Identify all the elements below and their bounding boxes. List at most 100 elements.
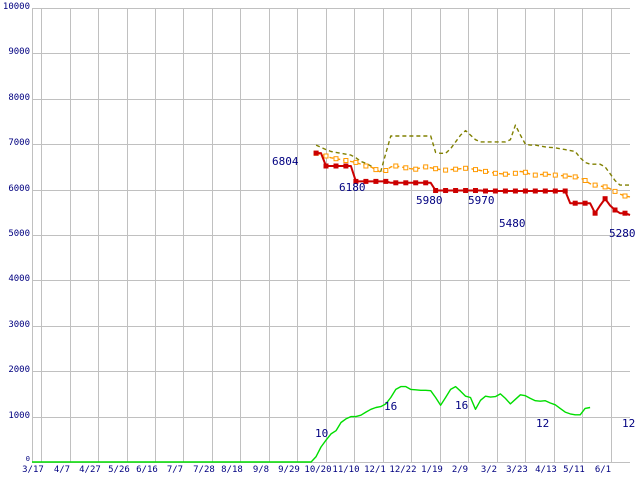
x-axis-tick-label: 9/8 bbox=[252, 465, 270, 475]
x-axis-tick-label: 3/17 bbox=[22, 465, 44, 475]
marker-mid bbox=[443, 167, 449, 173]
y-axis-tick-label: 1000 bbox=[8, 410, 30, 421]
marker-mid bbox=[343, 158, 349, 163]
x-axis-tick-label: 9/29 bbox=[278, 465, 300, 475]
y-axis-tick-label: 5000 bbox=[8, 229, 30, 239]
x-axis-tick-label: 7/7 bbox=[166, 465, 184, 475]
data-point-label: 6180 bbox=[339, 181, 366, 194]
data-point-label: 16 bbox=[384, 400, 398, 413]
grid-lines bbox=[32, 8, 630, 463]
marker-low bbox=[413, 180, 419, 186]
series-volume bbox=[32, 385, 591, 463]
marker-low bbox=[453, 188, 459, 193]
y-axis-tick-label: 9000 bbox=[8, 47, 30, 58]
marker-low bbox=[383, 178, 389, 184]
marker-mid bbox=[473, 167, 478, 173]
marker-low bbox=[602, 196, 608, 202]
data-point-label: 12 bbox=[622, 417, 636, 430]
y-axis-tick-label: 8000 bbox=[8, 92, 30, 103]
marker-low bbox=[612, 207, 618, 213]
marker-mid bbox=[542, 171, 548, 177]
y-axis-tick-label: 0 bbox=[25, 455, 30, 463]
data-point-label: 12 bbox=[536, 417, 550, 430]
marker-mid bbox=[622, 193, 628, 199]
marker-low bbox=[463, 188, 469, 193]
marker-low bbox=[522, 188, 528, 194]
x-axis-tick-label: 6/1 bbox=[594, 465, 612, 475]
marker-mid bbox=[453, 166, 459, 172]
x-axis-tick-label: 1/19 bbox=[421, 465, 443, 475]
marker-mid bbox=[463, 165, 469, 171]
marker-low bbox=[592, 210, 598, 216]
x-axis-tick-label: 7/28 bbox=[193, 465, 215, 475]
marker-low bbox=[393, 180, 399, 186]
marker-low bbox=[473, 188, 478, 193]
marker-low bbox=[562, 188, 568, 194]
marker-low bbox=[323, 163, 329, 169]
marker-mid bbox=[562, 173, 568, 179]
x-axis-tick-label: 6/16 bbox=[136, 465, 158, 475]
marker-mid bbox=[483, 168, 488, 174]
x-axis-tick-label: 11/10 bbox=[332, 465, 360, 475]
marker-mid bbox=[582, 178, 588, 183]
marker-low bbox=[373, 178, 379, 184]
y-axis-tick-label: 6000 bbox=[8, 183, 30, 194]
marker-low bbox=[313, 150, 319, 156]
y-axis-tick-label: 3000 bbox=[8, 319, 30, 330]
x-axis-tick-label: 3/2 bbox=[480, 465, 498, 475]
data-point-label: 5970 bbox=[468, 194, 495, 207]
marker-low bbox=[622, 210, 628, 216]
data-point-label: 16 bbox=[455, 399, 469, 412]
marker-mid bbox=[532, 172, 538, 178]
marker-low bbox=[492, 188, 498, 194]
marker-mid bbox=[323, 153, 329, 159]
marker-low bbox=[343, 163, 349, 169]
data-point-label: 5480 bbox=[499, 217, 526, 230]
marker-mid bbox=[423, 164, 429, 170]
marker-low bbox=[483, 188, 488, 194]
marker-low bbox=[423, 180, 429, 186]
marker-low bbox=[572, 200, 578, 206]
marker-mid bbox=[612, 188, 618, 194]
x-axis-tick-label: 5/11 bbox=[563, 465, 585, 475]
marker-mid bbox=[592, 182, 598, 188]
marker-mid bbox=[413, 166, 419, 172]
marker-low bbox=[582, 200, 588, 206]
marker-low bbox=[512, 188, 518, 194]
x-axis-tick-label: 5/26 bbox=[108, 465, 130, 475]
x-axis-tick-label: 2/9 bbox=[451, 465, 469, 475]
x-axis-tick-label: 4/7 bbox=[53, 465, 71, 475]
series-lines bbox=[32, 124, 631, 463]
marker-mid bbox=[403, 165, 409, 171]
x-axis-tick-label: 3/23 bbox=[506, 465, 528, 475]
marker-mid bbox=[492, 170, 498, 176]
y-axis-tick-label: 2000 bbox=[8, 365, 30, 376]
marker-low bbox=[532, 188, 538, 194]
marker-mid bbox=[602, 184, 608, 190]
marker-low bbox=[443, 188, 449, 193]
marker-mid bbox=[353, 159, 359, 165]
marker-low bbox=[333, 163, 339, 169]
marker-mid bbox=[433, 166, 439, 172]
data-point-label: 10 bbox=[315, 427, 329, 440]
marker-low bbox=[403, 180, 409, 186]
marker-mid bbox=[373, 167, 379, 173]
marker-mid bbox=[502, 171, 508, 177]
x-axis-tick-label: 12/22 bbox=[389, 465, 417, 475]
marker-low bbox=[542, 188, 548, 194]
marker-mid bbox=[512, 170, 518, 176]
y-axis-tick-label: 7000 bbox=[8, 138, 30, 149]
data-point-label: 5980 bbox=[416, 194, 443, 207]
data-point-label: 6804 bbox=[272, 155, 299, 168]
marker-low bbox=[433, 188, 439, 193]
marker-mid bbox=[383, 168, 389, 173]
y-axis-tick-label: 4000 bbox=[8, 274, 30, 285]
marker-mid bbox=[393, 163, 399, 169]
y-axis-tick-label: 10000 bbox=[2, 2, 30, 12]
marker-low bbox=[363, 178, 369, 184]
marker-low bbox=[502, 188, 508, 194]
x-axis-tick-label: 8/18 bbox=[221, 465, 243, 475]
x-axis-tick-label: 4/13 bbox=[535, 465, 557, 475]
